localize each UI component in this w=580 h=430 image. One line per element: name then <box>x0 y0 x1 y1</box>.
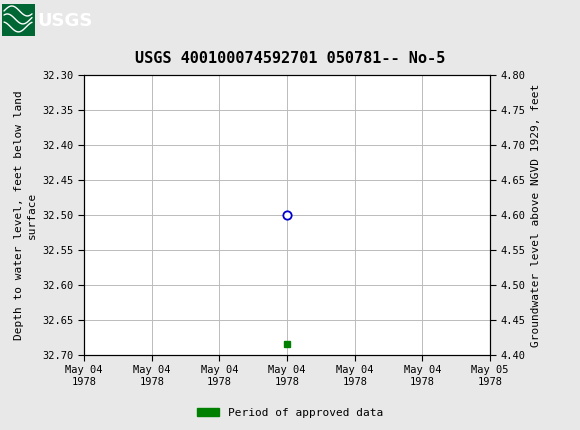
FancyBboxPatch shape <box>2 4 35 36</box>
Text: USGS: USGS <box>37 12 92 30</box>
Y-axis label: Groundwater level above NGVD 1929, feet: Groundwater level above NGVD 1929, feet <box>531 83 541 347</box>
Text: USGS 400100074592701 050781-- No-5: USGS 400100074592701 050781-- No-5 <box>135 51 445 65</box>
Y-axis label: Depth to water level, feet below land
surface: Depth to water level, feet below land su… <box>14 90 37 340</box>
Legend: Period of approved data: Period of approved data <box>193 403 387 422</box>
